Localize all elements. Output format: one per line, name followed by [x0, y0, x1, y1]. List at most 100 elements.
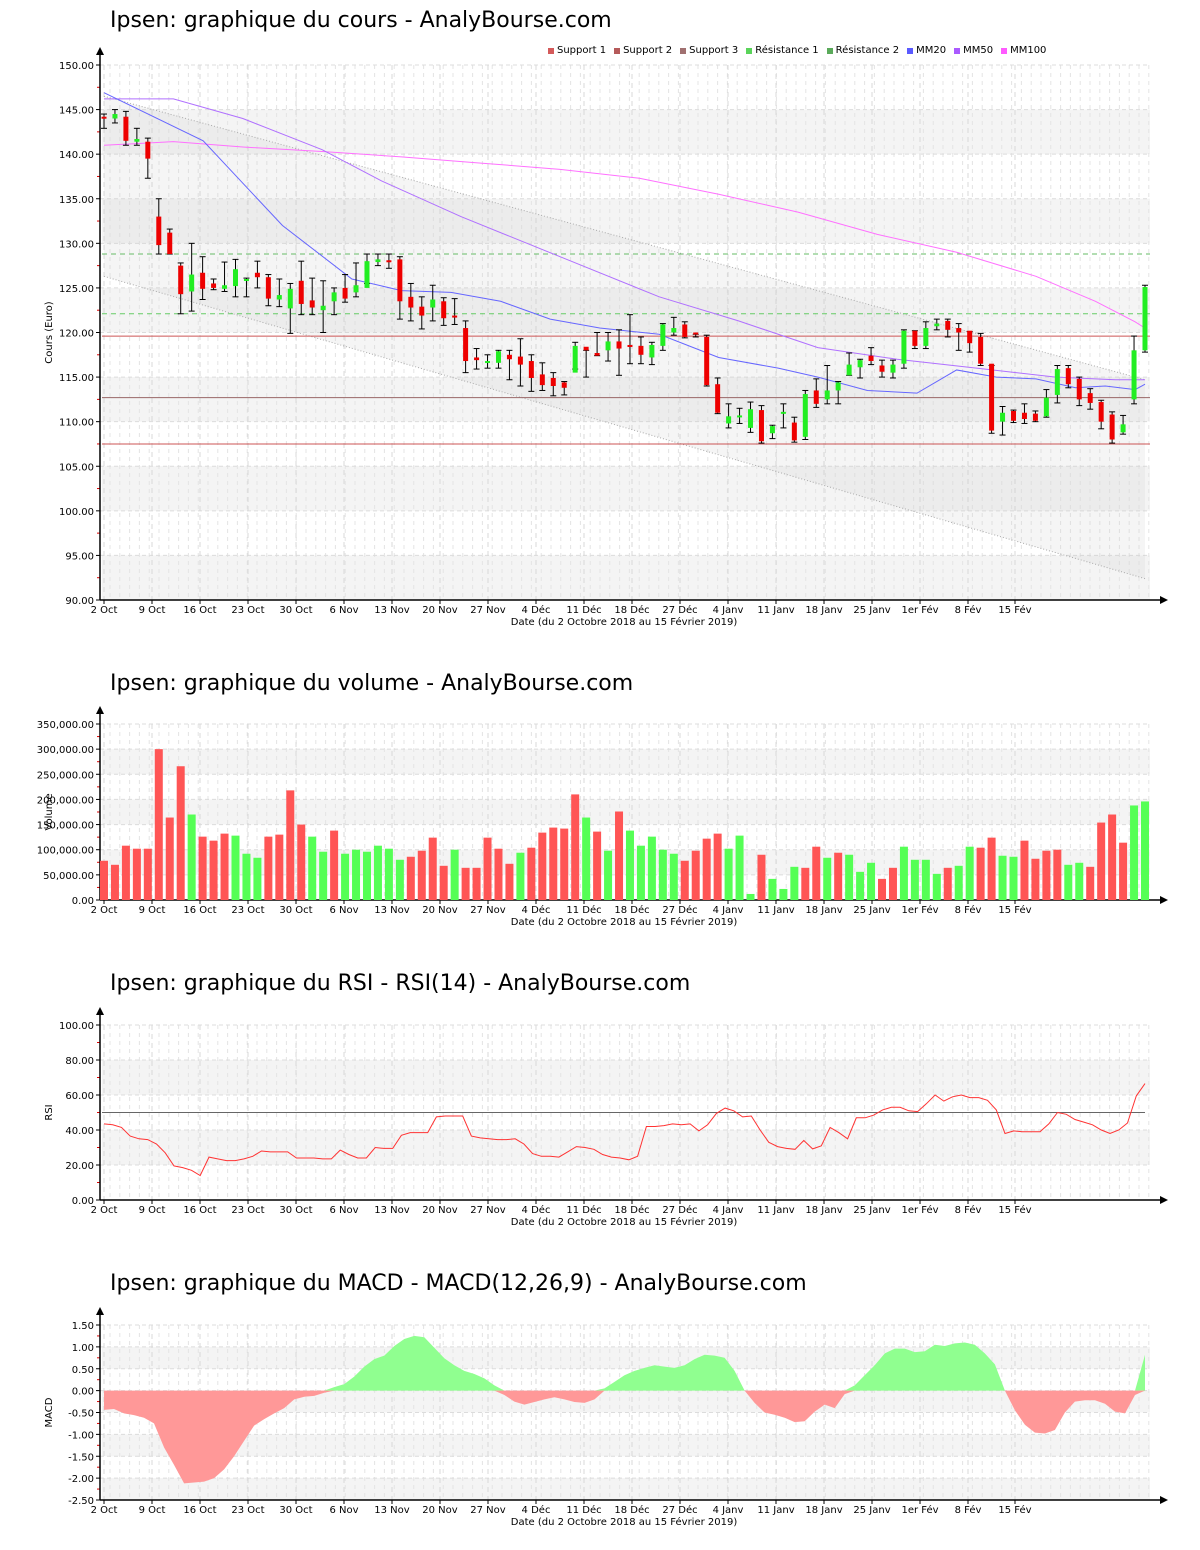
x-tick-label: 30 Oct	[279, 1205, 312, 1216]
volume-bar	[341, 853, 350, 900]
volume-bar	[417, 850, 426, 900]
x-tick-label: 23 Oct	[231, 605, 264, 616]
candle	[353, 285, 359, 293]
candle	[649, 344, 655, 358]
x-tick-label: 4 Déc	[522, 904, 551, 916]
x-tick-label: 27 Nov	[470, 1505, 506, 1516]
x-tick-label: 16 Oct	[183, 1505, 216, 1516]
y-tick-label: 350,000.00	[37, 720, 94, 731]
x-tick-label: 16 Oct	[183, 905, 216, 916]
x-tick-label: 11 Déc	[566, 604, 601, 616]
x-tick-label: 11 Janv	[757, 605, 794, 616]
x-tick-label: 27 Déc	[662, 1504, 697, 1516]
volume-bar	[932, 873, 941, 900]
candle	[243, 279, 249, 281]
legend-item: Support 1	[548, 45, 606, 56]
volume-bar	[154, 749, 163, 900]
x-tick-label: 11 Janv	[757, 905, 794, 916]
volume-bar	[834, 852, 843, 900]
y-tick-label: 60.00	[65, 1091, 94, 1102]
x-axis-label: Date (du 2 Octobre 2018 au 15 Février 20…	[511, 616, 738, 628]
legend-item: MM100	[1001, 45, 1046, 56]
y-tick-label: 0.00	[72, 896, 94, 907]
candle	[682, 324, 688, 337]
legend-swatch-icon	[826, 47, 833, 54]
x-tick-label: 16 Oct	[183, 1205, 216, 1216]
price-chart-plot: 150.00 145.00 140.00 135.00 130.00 125.00 120.…	[44, 47, 1168, 628]
volume-bar	[286, 790, 295, 900]
x-axis-label: Date (du 2 Octobre 2018 au 15 Février 20…	[511, 1216, 738, 1228]
candle	[265, 277, 271, 299]
volume-bar	[132, 848, 141, 900]
volume-bar	[428, 837, 437, 900]
x-tick-label: 6 Nov	[329, 1505, 358, 1516]
x-tick-label: 20 Nov	[422, 1505, 458, 1516]
x-tick-label: 9 Oct	[139, 605, 166, 616]
volume-bar	[647, 836, 656, 900]
x-axis-label: Date (du 2 Octobre 2018 au 15 Février 20…	[511, 916, 738, 928]
candle	[879, 365, 885, 372]
volume-bar	[494, 848, 503, 900]
y-tick-label: 0.00	[72, 1196, 94, 1207]
volume-bar	[1097, 822, 1106, 900]
legend-swatch-icon	[907, 47, 914, 54]
candle	[769, 426, 775, 434]
volume-bar	[878, 878, 887, 900]
volume-bar	[1086, 866, 1095, 900]
x-tick-label: 11 Janv	[757, 1205, 794, 1216]
candle	[474, 357, 480, 361]
x-tick-label: 25 Janv	[853, 1205, 890, 1216]
y-tick-label: 1.50	[72, 1321, 94, 1332]
price-chart-panel: Ipsen: graphique du cours - AnalyBourse.…	[0, 0, 1200, 640]
candle	[813, 390, 819, 404]
x-tick-label: 30 Oct	[279, 605, 312, 616]
candle	[572, 345, 578, 373]
volume-bar	[527, 847, 536, 900]
candle	[791, 422, 797, 441]
candle	[298, 280, 304, 304]
x-tick-label: 27 Nov	[470, 605, 506, 616]
candle	[441, 301, 447, 319]
volume-bar	[187, 814, 196, 900]
volume-bar	[812, 846, 821, 900]
x-tick-label: 18 Janv	[805, 1205, 842, 1216]
candle	[748, 409, 754, 428]
y-tick-label: -2.50	[68, 1496, 94, 1507]
x-tick-label: 15 Fév	[998, 1204, 1031, 1216]
candle	[463, 328, 469, 362]
candle	[989, 363, 995, 431]
legend-item: Résistance 1	[746, 45, 819, 56]
legend-label: Résistance 2	[835, 45, 900, 56]
x-tick-label: 4 Janv	[713, 1505, 744, 1516]
y-tick-label: -1.00	[68, 1430, 94, 1441]
candle	[1043, 397, 1049, 417]
candle	[156, 216, 162, 246]
y-tick-label: 100.00	[59, 507, 94, 518]
x-tick-label: 6 Nov	[329, 605, 358, 616]
candle	[583, 346, 589, 351]
volume-bar	[757, 854, 766, 900]
volume-bar	[264, 836, 273, 900]
y-tick-label: 110.00	[59, 418, 94, 429]
y-tick-label: 90.00	[65, 596, 94, 607]
legend-label: MM20	[916, 45, 947, 56]
x-tick-label: 27 Déc	[662, 904, 697, 916]
volume-bar	[1009, 856, 1018, 900]
x-tick-label: 27 Déc	[662, 1204, 697, 1216]
volume-bar	[691, 850, 700, 900]
y-tick-label: 125.00	[59, 284, 94, 295]
x-tick-label: 11 Déc	[566, 904, 601, 916]
volume-bar	[439, 865, 448, 900]
candle	[605, 341, 611, 351]
candle	[331, 292, 337, 302]
volume-bar	[209, 840, 218, 900]
y-tick-label: 115.00	[59, 373, 94, 384]
legend-swatch-icon	[746, 47, 753, 54]
y-tick-label: 100.00	[59, 1021, 94, 1032]
legend-label: MM100	[1010, 45, 1047, 56]
candle	[1000, 412, 1006, 422]
candle	[594, 353, 600, 356]
candle	[320, 305, 326, 311]
volume-bar	[1119, 842, 1128, 900]
x-tick-label: 1er Fév	[901, 1504, 938, 1516]
